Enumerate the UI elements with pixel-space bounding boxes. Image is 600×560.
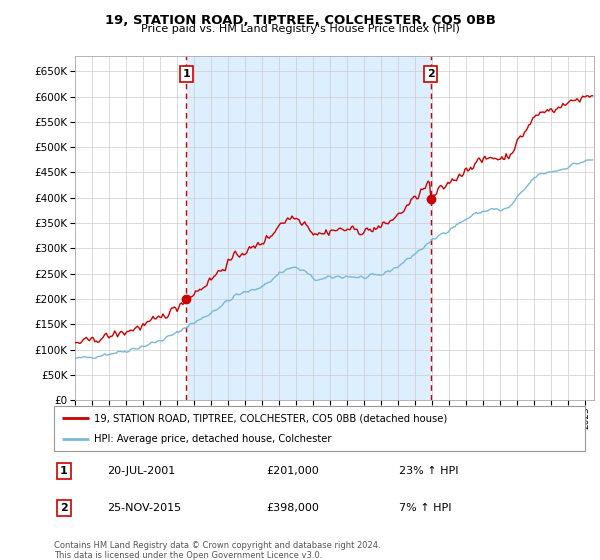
Text: 23% ↑ HPI: 23% ↑ HPI [399, 466, 458, 476]
Text: 2: 2 [427, 69, 434, 79]
Text: 20-JUL-2001: 20-JUL-2001 [107, 466, 175, 476]
Text: 1: 1 [59, 466, 67, 476]
Text: 19, STATION ROAD, TIPTREE, COLCHESTER, CO5 0BB: 19, STATION ROAD, TIPTREE, COLCHESTER, C… [104, 14, 496, 27]
Text: 1: 1 [182, 69, 190, 79]
Text: HPI: Average price, detached house, Colchester: HPI: Average price, detached house, Colc… [94, 433, 331, 444]
Text: £201,000: £201,000 [266, 466, 319, 476]
Text: 25-NOV-2015: 25-NOV-2015 [107, 503, 181, 513]
FancyBboxPatch shape [54, 406, 585, 451]
Text: £398,000: £398,000 [266, 503, 319, 513]
Text: 7% ↑ HPI: 7% ↑ HPI [399, 503, 452, 513]
Text: 2: 2 [59, 503, 67, 513]
Text: 19, STATION ROAD, TIPTREE, COLCHESTER, CO5 0BB (detached house): 19, STATION ROAD, TIPTREE, COLCHESTER, C… [94, 413, 447, 423]
Text: Price paid vs. HM Land Registry's House Price Index (HPI): Price paid vs. HM Land Registry's House … [140, 24, 460, 34]
Text: Contains HM Land Registry data © Crown copyright and database right 2024.
This d: Contains HM Land Registry data © Crown c… [54, 540, 380, 560]
